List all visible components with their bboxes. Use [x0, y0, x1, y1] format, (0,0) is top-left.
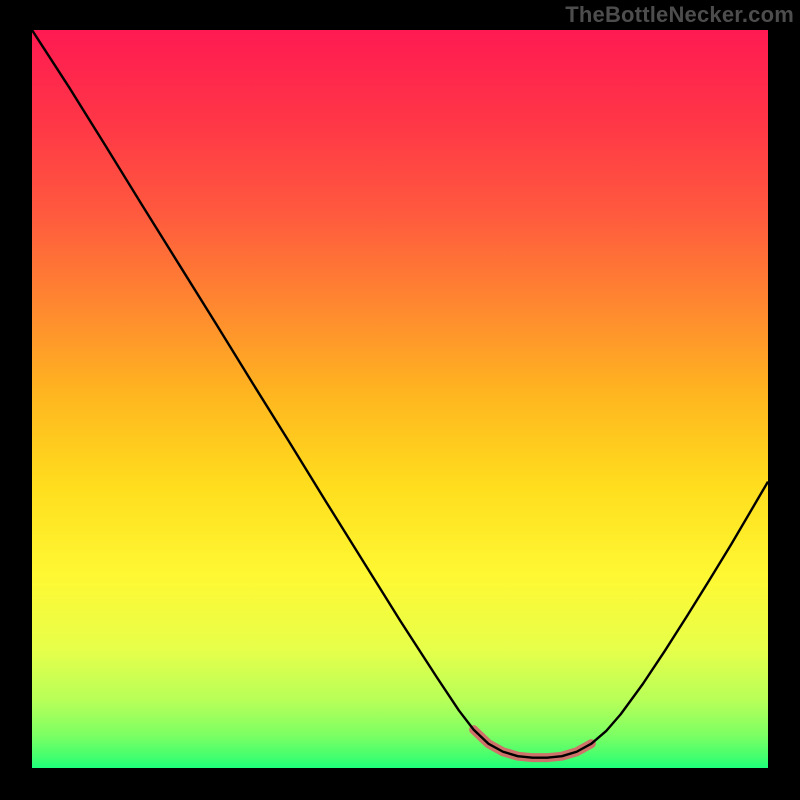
chart-plot-area [32, 30, 768, 768]
chart-curve-layer [32, 30, 768, 768]
bottleneck-curve [32, 30, 768, 758]
watermark-text: TheBottleNecker.com [565, 2, 794, 28]
